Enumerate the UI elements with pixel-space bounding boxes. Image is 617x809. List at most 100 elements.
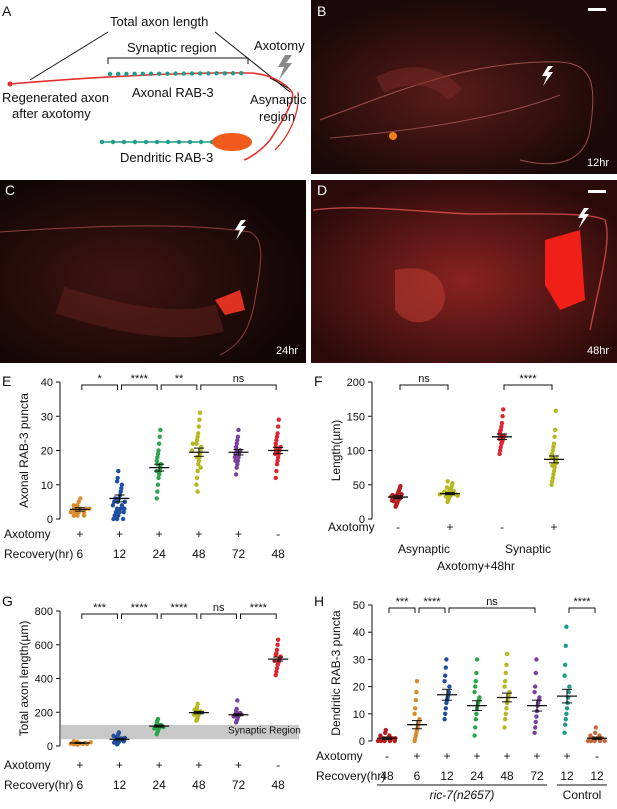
data-point — [156, 441, 162, 446]
data-point — [437, 492, 442, 497]
data-point — [473, 717, 478, 722]
data-point — [446, 689, 451, 695]
significance-label: **** — [519, 373, 537, 385]
data-point — [549, 482, 554, 487]
data-point — [389, 498, 395, 503]
synaptic-bracket — [107, 57, 249, 64]
data-point — [157, 434, 162, 439]
data-point — [443, 673, 448, 678]
micrograph-b — [311, 0, 617, 174]
data-point — [564, 706, 570, 711]
data-point — [504, 651, 510, 657]
dendritic-punctum — [165, 139, 171, 145]
data-point — [414, 678, 420, 684]
data-point — [477, 695, 482, 700]
axotomy-sign: - — [276, 527, 280, 541]
axotomy-sign: + — [195, 527, 202, 541]
significance-bracket — [200, 613, 237, 619]
axotomy-sign: + — [156, 527, 163, 541]
data-point — [533, 670, 538, 676]
data-point — [500, 414, 505, 419]
data-point — [550, 463, 555, 468]
data-point — [68, 509, 74, 515]
synaptic-punctum — [222, 71, 227, 76]
data-point — [116, 468, 121, 474]
data-point — [195, 489, 200, 494]
synaptic-punctum — [116, 71, 121, 77]
significance-bracket — [388, 607, 416, 613]
axotomy-sign: - — [385, 749, 389, 763]
data-point — [274, 468, 279, 474]
axotomy-sign: + — [563, 749, 570, 763]
data-point — [564, 711, 569, 716]
panel-letter-a: A — [2, 3, 12, 19]
data-point — [158, 427, 163, 433]
y-tick-label: 200 — [35, 707, 53, 719]
data-point — [534, 657, 539, 662]
group-label: ric-7(n2657) — [430, 788, 495, 802]
category-label: Synaptic — [505, 542, 551, 556]
data-point — [195, 701, 200, 707]
dendritic-punctum — [143, 139, 149, 145]
synaptic-punctum — [214, 71, 219, 76]
synaptic-punctum — [189, 71, 195, 76]
data-point — [274, 650, 279, 656]
y-tick-label: 50 — [353, 480, 365, 492]
axotomy-sign: + — [156, 758, 163, 772]
y-tick-label: 50 — [353, 600, 365, 612]
y-axis-label: Dendritic RAB-3 puncta — [329, 610, 343, 736]
data-point — [121, 509, 126, 515]
data-point — [273, 475, 278, 481]
data-point — [118, 506, 123, 511]
panel-letter-g: G — [2, 593, 13, 609]
y-axis-label: Axonal RAB-3 puncta — [17, 393, 31, 508]
data-point — [450, 481, 455, 486]
data-point — [564, 624, 569, 629]
data-point — [198, 465, 203, 470]
significance-bracket — [240, 613, 277, 619]
data-point — [156, 448, 161, 453]
y-tick-label: 30 — [353, 654, 365, 666]
data-point — [196, 424, 202, 429]
timepoint-label: 48hr — [587, 345, 609, 357]
data-point — [413, 698, 418, 703]
data-point — [234, 441, 239, 446]
data-point — [398, 483, 403, 489]
recovery-value: 6 — [76, 547, 83, 561]
significance-bracket — [160, 384, 198, 390]
data-point — [553, 427, 558, 433]
significance-bracket — [160, 613, 198, 619]
data-point — [442, 717, 447, 722]
data-point — [274, 666, 280, 671]
data-point — [563, 717, 568, 722]
data-point — [114, 506, 120, 511]
data-point — [275, 431, 280, 436]
data-point — [273, 441, 278, 446]
y-tick-label: 200 — [347, 377, 365, 389]
significance-bracket — [503, 384, 553, 390]
data-point — [191, 712, 197, 717]
data-point — [233, 444, 239, 450]
data-point — [563, 722, 568, 727]
data-point — [443, 711, 448, 716]
data-point — [81, 513, 87, 518]
data-point — [236, 455, 241, 460]
data-point — [447, 684, 452, 689]
data-point — [276, 417, 281, 422]
data-point — [275, 637, 281, 642]
y-tick-label: 0 — [47, 741, 53, 753]
recovery-value: 12 — [113, 547, 127, 561]
significance-label: ** — [175, 373, 184, 385]
data-point — [551, 444, 556, 450]
data-point — [194, 475, 200, 481]
recovery-value: 24 — [152, 547, 166, 561]
data-point — [503, 670, 508, 676]
label-synaptic-region: Synaptic region — [127, 40, 217, 55]
axotomy-sign: + — [116, 527, 123, 541]
axotomy-sign: + — [473, 749, 480, 763]
data-point — [563, 643, 568, 648]
y-tick-label: 800 — [35, 606, 53, 618]
recovery-value: 12 — [560, 769, 574, 783]
data-point — [196, 431, 201, 436]
data-point — [155, 482, 161, 487]
